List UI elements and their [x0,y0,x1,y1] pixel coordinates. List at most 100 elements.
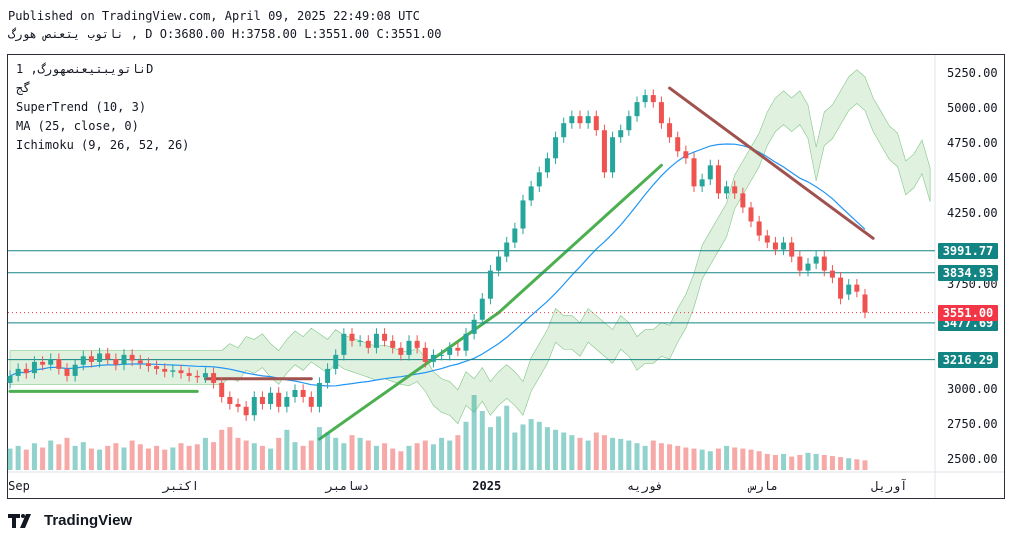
candle-86 [707,165,713,180]
candle-47 [390,340,396,348]
candle-83 [683,151,689,159]
volume-bar-43 [357,437,363,470]
candle-58 [479,298,485,320]
candle-4 [40,361,46,365]
candle-51 [422,347,428,362]
candle-74 [610,137,616,173]
volume-bar-79 [650,440,656,470]
candle-11 [97,353,103,362]
candle-56 [463,333,469,351]
candle-54 [447,347,453,355]
legend-supertrend[interactable]: SuperTrend (10, 3) [16,100,147,114]
candle-27 [227,396,233,405]
volume-bar-85 [699,449,705,470]
candle-63 [520,200,526,229]
candle-45 [373,333,379,348]
volume-bar-3 [31,443,37,470]
candle-100 [821,256,827,271]
ma-line [9,143,866,387]
volume-bar-8 [72,445,78,470]
candle-81 [667,123,673,138]
candle-67 [553,137,559,159]
candle-21 [178,370,184,374]
supertrend-segment-3 [497,163,663,315]
candle-42 [349,333,355,341]
volume-bar-46 [382,443,388,470]
candle-66 [544,158,550,173]
volume-bar-41 [341,443,347,470]
candle-80 [658,102,664,124]
volume-bar-72 [593,432,599,470]
supertrend-segment-2 [317,311,501,441]
volume-bar-48 [398,451,404,470]
x-tick-label: اکتبر [162,479,199,493]
y-tick-label: 2750.00 [947,417,998,432]
volume-bar-54 [447,440,453,470]
candle-91 [748,207,754,222]
volume-bar-53 [439,437,445,470]
y-tick-label: 3000.00 [947,381,998,396]
candle-7 [64,368,70,376]
candle-39 [325,368,331,383]
candle-57 [471,319,477,334]
last-price-badge: 3551.00 [938,304,998,321]
volume-bar-22 [186,445,192,470]
volume-bar-55 [455,435,461,470]
volume-bar-28 [235,437,241,470]
volume-bar-23 [194,444,200,470]
volume-bar-78 [642,445,648,470]
volume-bar-2 [23,449,29,470]
candle-24 [202,373,208,378]
candle-29 [243,406,249,416]
x-tick-label: فوریه [627,479,664,493]
symbol-ohlc-line: ناتوب یتعنص هورگ , D O:3680.00 H:3758.00… [8,27,442,41]
volume-bar-65 [536,421,542,470]
volume-bar-20 [170,447,176,470]
volume-bar-19 [162,449,168,470]
volume-bar-68 [561,432,567,470]
legend-ma[interactable]: MA (25, close, 0) [16,119,139,133]
chart-frame[interactable] [7,54,1005,499]
volume-bar-75 [618,438,624,470]
volume-bar-67 [553,429,559,470]
volume-bar-14 [121,447,127,470]
x-tick-label: 2025 [472,479,502,493]
tradingview-logo: TradingView [8,512,132,529]
volume-bar-30 [251,443,257,470]
volume-bar-91 [748,449,754,470]
candle-31 [259,396,265,405]
volume-bar-64 [528,419,534,470]
volume-bar-6 [56,444,62,470]
candle-14 [121,354,127,365]
volume-bar-24 [202,437,208,470]
candle-95 [781,242,787,250]
candle-84 [691,158,697,187]
candle-34 [284,396,290,407]
volume-bar-94 [772,455,778,470]
volume-bar-7 [64,437,70,470]
volume-bar-63 [520,424,526,470]
volume-bar-95 [781,453,787,470]
candle-97 [797,256,803,271]
volume-bar-59 [487,427,493,470]
candle-69 [569,116,575,124]
logo-text: TradingView [44,512,133,529]
volume-bar-29 [243,440,249,470]
x-tick-label: دسامبر [325,479,370,493]
candle-12 [105,353,111,360]
volume-bar-58 [479,411,485,470]
candle-48 [398,347,404,355]
legend-symbol: ناتویبتیعنصهورگ, 1D [16,62,154,76]
candle-99 [813,256,819,264]
volume-bar-39 [325,432,331,470]
candle-101 [829,270,835,278]
legend-ichimoku[interactable]: Ichimoku (9, 26, 52, 26) [16,138,190,152]
candle-72 [593,116,599,131]
candle-3 [31,361,37,374]
volume-bar-84 [691,448,697,470]
candle-53 [439,354,445,356]
volume-bar-49 [406,445,412,470]
volume-bar-5 [48,440,54,470]
candle-104 [854,284,860,292]
